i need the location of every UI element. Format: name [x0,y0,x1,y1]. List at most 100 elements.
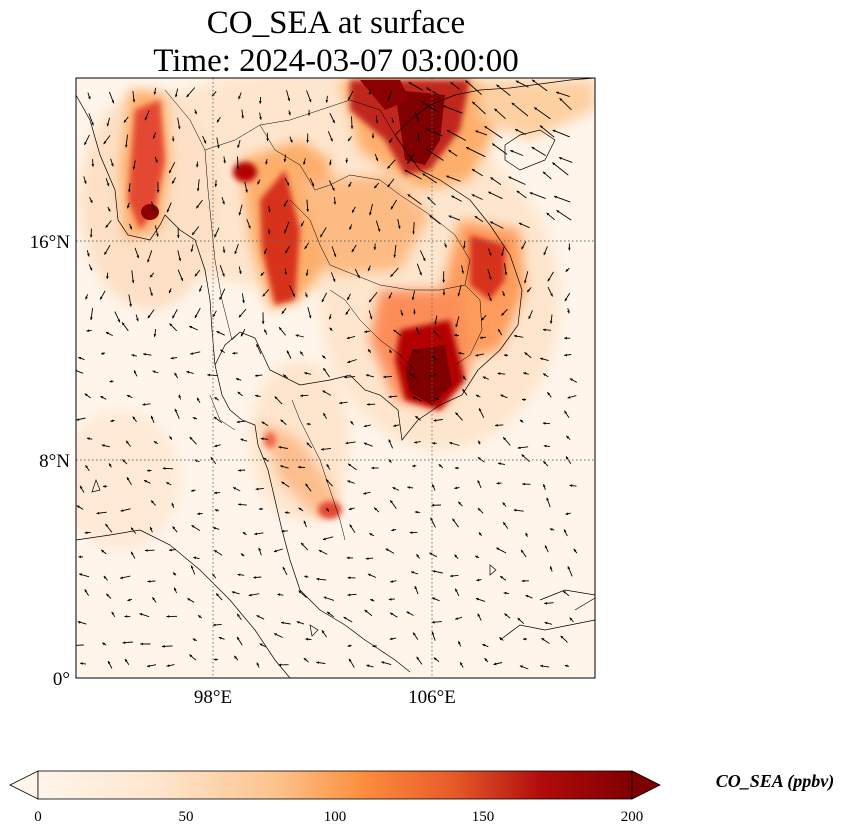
wind-vector-head [479,408,482,412]
wind-vector-head [168,290,172,294]
wind-vector-head [348,97,351,101]
wind-vector-head [280,419,284,423]
wind-vector-head [106,123,110,127]
wind-vector [491,143,508,155]
wind-vector-head [255,374,258,377]
wind-vector-head [78,555,81,559]
wind-vector-head [190,565,194,569]
wind-vector-head [295,334,299,337]
wind-vector-head [462,389,466,392]
wind-vector [404,169,422,180]
colorbar-extend-min [9,770,39,800]
wind-vector-head [84,531,88,534]
wind-vector-head [123,119,127,123]
wind-vector-head [323,413,326,416]
wind-vector-head [517,446,521,450]
wind-vector-head [411,297,415,300]
wind-vector-head [286,182,289,186]
wind-vector-head [366,403,370,406]
wind-vector-head [521,246,524,250]
wind-vector-head [321,447,324,451]
wind-vector-head [452,518,456,522]
wind-vector-head [171,502,175,506]
wind-vector-head [303,161,306,165]
wind-vector-head [132,166,136,170]
wind-vector-head [413,311,416,315]
wind-vector-head [501,253,504,256]
wind-vector-head [106,183,110,187]
wind-vector-head [449,442,453,445]
wind-vector-head [552,129,556,133]
wind-vector-head [172,180,175,184]
wind-vector-head [78,356,82,360]
wind-vector-head [521,549,524,553]
wind-vector-head [177,126,181,130]
wind-vector-head [76,505,80,509]
wind-vector-head [242,300,245,304]
wind-vector-head [265,161,268,165]
wind-vectors [76,79,578,670]
wind-vector-head [484,658,488,662]
wind-vector-head [531,147,535,150]
wind-vector-head [565,268,569,272]
wind-vector-head [566,435,570,439]
wind-vector-head [283,159,287,162]
wind-vector-head [371,466,374,470]
wind-vector-head [153,334,157,337]
wind-vector-head [89,267,93,271]
wind-vector-head [365,557,369,560]
wind-vector-head [329,327,333,331]
wind-vector-head [523,372,527,375]
wind-vector-head [131,280,135,284]
wind-vector-head [432,597,436,600]
wind-vector [422,173,437,184]
wind-vector-head [267,231,271,235]
wind-vector-head [412,464,415,468]
wind-vector-head [279,327,282,331]
gridlines [76,78,595,678]
wind-vector-head [414,586,418,590]
wind-vector-head [136,255,139,259]
wind-vector-head [248,225,251,229]
wind-vector-head [528,316,531,319]
wind-vector-head [567,566,571,570]
wind-vector-head [172,572,176,576]
wind-vector-head [262,293,266,297]
wind-vector-head [256,615,260,618]
wind-vector-head [171,138,175,142]
wind-vector-head [273,549,277,553]
wind-vector-head [292,293,295,297]
wind-vector-head [327,611,330,615]
wind-vector [407,193,422,205]
wind-vector-head [522,482,525,486]
wind-vector-head [543,461,547,464]
wind-vector-head [475,597,479,601]
wind-vector-head [236,166,240,170]
wind-vector [559,97,572,111]
wind-vector-head [169,323,173,327]
wind-vector-head [569,617,573,621]
wind-vector-head [240,553,244,557]
wind-vector-head [219,296,222,300]
wind-vector-head [450,574,453,578]
wind-vector-head [375,158,379,161]
wind-vector-head [282,566,286,570]
wind-vector-head [544,601,547,605]
wind-vector-head [326,464,330,468]
wind-vector-head [152,207,155,211]
wind-vector-head [482,644,486,647]
wind-vector-head [556,210,560,213]
wind-vector-head [484,126,488,129]
axis-labels: 16°N 8°N 0° 98°E 106°E [30,232,456,708]
wind-vector-head [547,278,551,282]
wind-vector-head [560,635,564,639]
wind-vector-head [278,663,282,667]
wind-vector-head [266,138,269,142]
wind-vector-head [170,356,174,360]
wind-vector-head [408,82,412,85]
wind-vector-head [504,272,508,275]
wind-vector [465,146,486,158]
wind-vector-head [298,590,302,594]
wind-vector-head [296,621,300,624]
wind-vector-head [521,454,525,458]
